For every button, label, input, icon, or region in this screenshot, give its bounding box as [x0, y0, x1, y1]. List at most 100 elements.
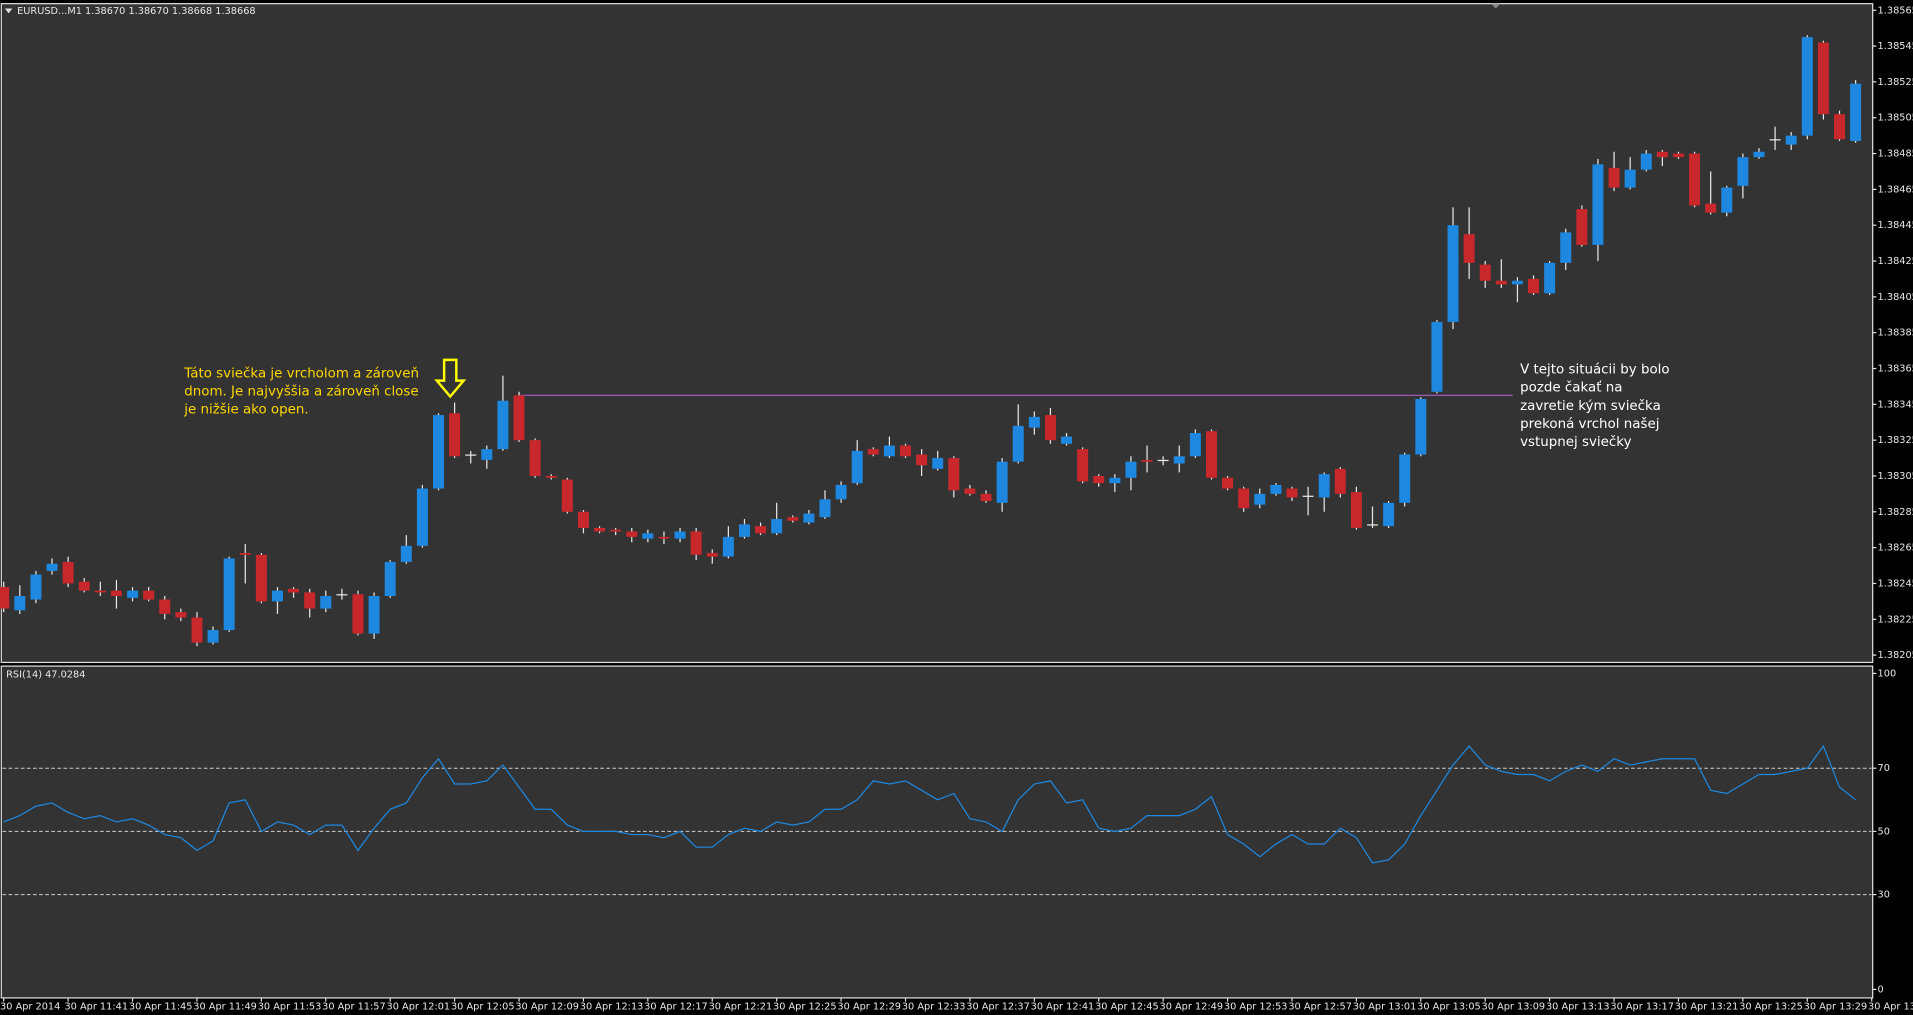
candle-body — [803, 513, 815, 523]
candle-body — [932, 458, 944, 469]
candle-body — [175, 612, 187, 618]
candle-body — [1817, 42, 1829, 115]
arrow-annotation — [434, 358, 467, 399]
candle-body — [1511, 280, 1523, 285]
candle-body — [706, 553, 718, 557]
candle-body — [1270, 484, 1282, 494]
price-title: EURUSD...M1 1.38670 1.38670 1.38668 1.38… — [17, 6, 256, 17]
candle-body — [465, 454, 477, 456]
x-tick-label: 30 Apr 2014 — [0, 1001, 60, 1012]
candle-body — [900, 445, 911, 457]
candle-body — [46, 563, 58, 571]
y-tick-label: 0 — [1878, 984, 1884, 995]
candle-body — [1689, 153, 1701, 206]
candle-body — [851, 450, 863, 484]
x-tick-label: 30 Apr 12:29 — [837, 1001, 901, 1012]
candle-body — [738, 524, 750, 537]
candle-body — [980, 493, 992, 502]
candle-body — [529, 440, 541, 476]
candle-body — [1528, 278, 1540, 294]
candle-body — [561, 479, 573, 512]
y-tick-label: 70 — [1878, 763, 1890, 774]
candle-body — [1834, 114, 1845, 140]
y-tick-label: 1.38445 — [1878, 220, 1913, 231]
candle-body — [1302, 495, 1314, 497]
candle-body — [384, 561, 396, 596]
candle-body — [1044, 415, 1056, 441]
candle-body — [110, 590, 122, 596]
candle-body — [1769, 139, 1781, 141]
y-tick-label: 1.38345 — [1878, 399, 1913, 410]
candle-body — [223, 558, 235, 631]
x-tick-label: 30 Apr 13:33 — [1868, 1001, 1913, 1012]
y-tick-label: 1.38565 — [1878, 5, 1913, 16]
candle-body — [449, 413, 461, 457]
candle-body — [1028, 416, 1040, 428]
candle-body — [191, 617, 203, 643]
candle-body — [1672, 153, 1684, 158]
candle-body — [948, 458, 960, 491]
candle-body — [1592, 164, 1604, 245]
candle-body — [1576, 209, 1588, 245]
candle-body — [610, 529, 622, 532]
candle-body — [1061, 436, 1073, 444]
candle-body — [1608, 167, 1620, 188]
candle-body — [320, 595, 332, 609]
candle-body — [1222, 477, 1234, 489]
candle-body — [1447, 225, 1459, 322]
y-tick-label: 1.38305 — [1878, 471, 1913, 482]
candle-body — [1238, 488, 1250, 509]
candle-body — [1656, 151, 1668, 158]
candle-body — [819, 499, 831, 518]
candle-body — [1205, 431, 1217, 478]
x-tick-label: 30 Apr 12:41 — [1031, 1001, 1095, 1012]
annotation-text: zavretie kým sviečka — [1520, 398, 1661, 414]
x-tick-label: 30 Apr 13:17 — [1610, 1001, 1674, 1012]
candle-body — [1367, 524, 1378, 526]
candle-body — [1544, 262, 1556, 294]
candle-body — [1640, 153, 1652, 170]
y-tick-label: 1.38225 — [1878, 614, 1913, 625]
candle-body — [62, 561, 74, 584]
y-tick-label: 1.38405 — [1878, 292, 1913, 303]
x-tick-label: 30 Apr 12:09 — [515, 1001, 579, 1012]
candle-body — [1286, 488, 1298, 498]
x-tick-label: 30 Apr 13:13 — [1546, 1001, 1610, 1012]
candle-body — [143, 590, 155, 600]
y-tick-label: 1.38465 — [1878, 184, 1913, 195]
y-tick-label: 1.38245 — [1878, 578, 1913, 589]
candle-body — [642, 533, 654, 539]
candle-body — [30, 574, 42, 600]
menu-triangle[interactable] — [4, 8, 13, 14]
x-tick-label: 30 Apr 13:21 — [1675, 1001, 1739, 1012]
candle-body — [368, 595, 380, 634]
candle-body — [433, 415, 444, 489]
candle-body — [1479, 264, 1491, 281]
candle-body — [835, 484, 847, 500]
x-tick-label: 30 Apr 12:49 — [1160, 1001, 1224, 1012]
candle-body — [1318, 474, 1330, 498]
candle-body — [1431, 321, 1443, 392]
x-tick-label: 30 Apr 12:53 — [1224, 1001, 1288, 1012]
candle-body — [1189, 432, 1201, 457]
candle-body — [1753, 151, 1765, 158]
y-tick-label: 1.38285 — [1878, 507, 1913, 518]
candle-body — [1173, 456, 1185, 464]
candle-body — [964, 488, 976, 494]
y-tick-label: 1.38385 — [1878, 328, 1913, 339]
candle-body — [1093, 475, 1105, 484]
rsi-line — [3, 744, 1856, 864]
annotation-text: V tejto situácii by bolo — [1520, 362, 1670, 378]
y-tick-label: 1.38205 — [1878, 650, 1913, 661]
candle-body — [1737, 157, 1749, 186]
candle-body — [416, 488, 428, 546]
annotation-text: prekoná vrchol našej — [1520, 416, 1659, 432]
candle-body — [1624, 169, 1636, 188]
x-tick-label: 30 Apr 13:29 — [1804, 1001, 1868, 1012]
candle-body — [78, 581, 90, 591]
x-tick-label: 30 Apr 11:53 — [258, 1001, 322, 1012]
candle-body — [916, 454, 928, 466]
candle-body — [1415, 398, 1427, 455]
candle-body — [594, 527, 606, 532]
